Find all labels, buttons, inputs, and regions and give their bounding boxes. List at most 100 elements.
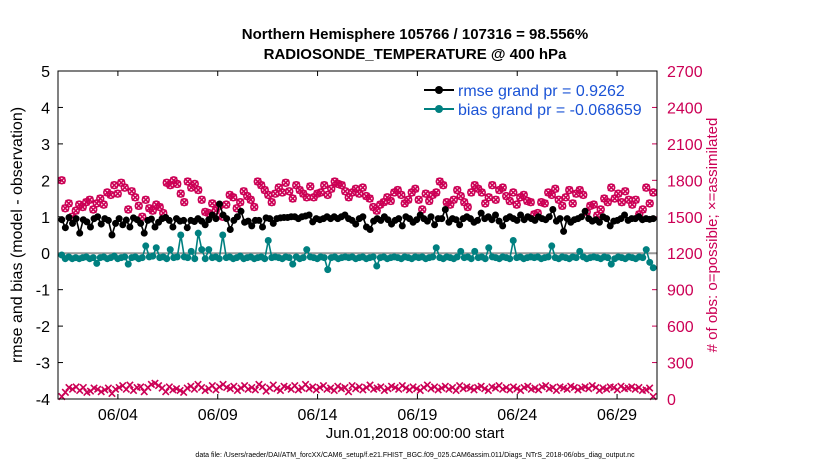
obs-possible-marker xyxy=(197,195,206,204)
obs-possible-marker xyxy=(505,196,514,206)
obs-assimilated-marker xyxy=(111,385,120,394)
left-tick-label: 5 xyxy=(41,64,50,81)
bias-point xyxy=(187,247,195,255)
rmse-point xyxy=(359,213,367,221)
rmse-point xyxy=(112,219,120,227)
rmse-point xyxy=(499,222,507,230)
obs-assimilated-marker xyxy=(513,384,521,393)
bias-point xyxy=(149,252,157,260)
rmse-point xyxy=(201,221,209,229)
bias-point xyxy=(184,254,192,262)
obs-assimilated-marker xyxy=(617,382,625,391)
rmse-point xyxy=(61,224,69,232)
bias-point xyxy=(324,266,332,274)
x-tick-label: 06/19 xyxy=(397,407,437,424)
obs-possible-marker xyxy=(614,189,623,198)
obs-assimilated-marker xyxy=(610,383,618,392)
obs-assimilated-marker xyxy=(466,384,475,392)
right-tick-label: 1800 xyxy=(667,173,703,190)
obs-assimilated-marker xyxy=(642,386,650,394)
bias-point xyxy=(639,254,647,262)
obs-possible-marker xyxy=(414,195,423,204)
obs-assimilated-marker xyxy=(359,386,367,394)
obs-assimilated-marker xyxy=(61,388,70,397)
obs-assimilated-marker xyxy=(154,381,163,390)
obs-possible-marker xyxy=(120,183,129,192)
obs-possible-marker xyxy=(281,178,290,187)
obs-assimilated-marker xyxy=(420,383,428,392)
obs-assimilated-marker xyxy=(305,384,313,393)
left-tick-label: 3 xyxy=(41,137,50,154)
data-file-footnote: data file: /Users/raeder/DAI/ATM_forcXX/… xyxy=(195,452,635,459)
rmse-point xyxy=(108,231,116,239)
bias-point xyxy=(215,255,223,263)
obs-possible-marker xyxy=(124,205,133,214)
bias-point xyxy=(649,264,657,272)
obs-possible-marker xyxy=(229,193,238,202)
obs-possible-marker xyxy=(491,195,500,204)
obs-assimilated-marker xyxy=(402,384,410,392)
bias-point xyxy=(89,254,97,262)
obs-assimilated-marker xyxy=(151,379,159,387)
obs-possible-marker xyxy=(621,187,630,196)
obs-possible-marker xyxy=(645,199,654,208)
bias-point xyxy=(369,253,377,261)
obs-assimilated-marker xyxy=(104,384,113,392)
rmse-point xyxy=(384,216,392,224)
bias-point xyxy=(642,246,650,254)
bias-point xyxy=(285,254,293,262)
rmse-point xyxy=(223,215,231,223)
rmse-point xyxy=(137,219,145,227)
obs-assimilated-marker xyxy=(588,381,597,390)
left-tick-label: 0 xyxy=(41,246,50,263)
legend: rmse grand pr = 0.9262 bias grand pr = -… xyxy=(420,78,652,120)
right-tick-label: 900 xyxy=(667,283,694,300)
obs-assimilated-marker xyxy=(244,385,252,394)
bias-point xyxy=(194,229,202,237)
obs-assimilated-marker xyxy=(68,385,77,394)
obs-assimilated-marker xyxy=(434,386,442,394)
obs-possible-marker xyxy=(180,198,189,207)
rmse-point xyxy=(595,218,603,226)
obs-assimilated-marker xyxy=(176,386,184,395)
obs-possible-marker xyxy=(642,183,651,192)
rmse-point xyxy=(621,211,629,219)
obs-assimilated-marker xyxy=(273,384,281,393)
bias-point xyxy=(219,231,227,239)
obs-assimilated-marker xyxy=(445,385,453,394)
right-tick-label: 2700 xyxy=(667,64,703,81)
rmse-point xyxy=(119,221,127,229)
bias-point xyxy=(289,260,297,268)
obs-assimilated-marker xyxy=(334,382,342,391)
bias-point xyxy=(548,242,556,250)
obs-possible-marker xyxy=(649,188,658,197)
bias-point xyxy=(166,246,174,254)
obs-possible-marker xyxy=(638,205,647,214)
bias-point xyxy=(481,255,489,263)
bias-point xyxy=(93,259,101,267)
bias-point xyxy=(138,254,146,262)
obs-possible-marker xyxy=(397,190,406,200)
bias-point xyxy=(467,255,475,263)
bias-point xyxy=(173,253,181,261)
bias-point xyxy=(607,260,615,268)
obs-assimilated-marker xyxy=(136,383,145,391)
rmse-point xyxy=(97,220,105,228)
rmse-point xyxy=(255,216,263,224)
obs-assimilated-marker xyxy=(93,385,102,394)
obs-assimilated-marker xyxy=(79,383,88,392)
legend-label-rmse: rmse grand pr = 0.9262 xyxy=(458,83,625,100)
obs-assimilated-marker xyxy=(531,384,539,392)
rmse-point xyxy=(183,224,191,232)
obs-possible-marker xyxy=(449,195,458,204)
obs-assimilated-marker xyxy=(631,385,640,394)
obs-assimilated-marker xyxy=(391,383,399,392)
bias-point xyxy=(373,262,381,270)
obs-possible-marker xyxy=(565,185,574,195)
rmse-point xyxy=(649,215,657,223)
obs-possible-marker xyxy=(99,200,108,209)
bias-point xyxy=(485,244,493,252)
rmse-point xyxy=(169,223,177,231)
rmse-point xyxy=(438,215,446,223)
